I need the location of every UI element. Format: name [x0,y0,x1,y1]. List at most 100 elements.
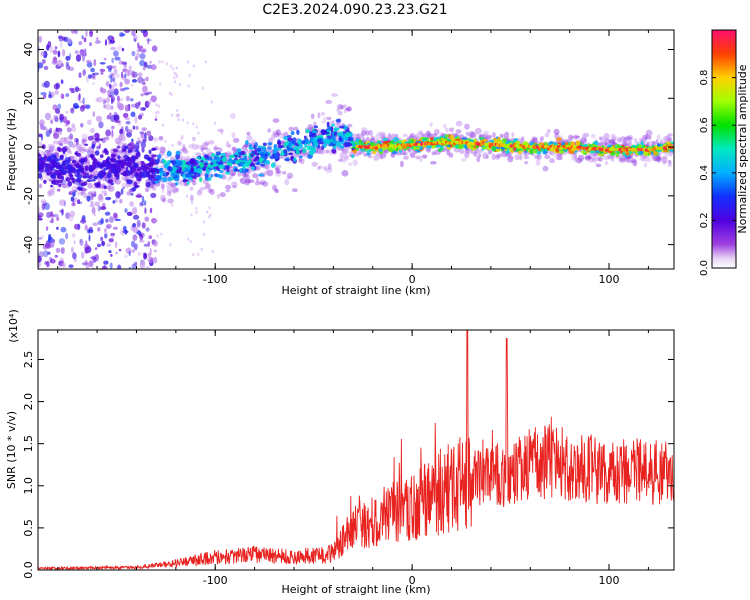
spectrogram-cell [214,173,218,177]
y-tick-label: -40 [22,236,35,254]
spectrogram-cell [172,191,176,195]
spectrogram-cell [170,182,177,188]
spectrogram-cell [65,111,69,114]
spectrogram-cell [637,144,643,149]
spectrogram-cell [255,156,259,160]
spectrogram-cell [216,156,222,162]
spectrogram-cell [131,79,138,83]
spectrogram-cell [662,155,668,160]
spectrogram-cell [267,146,272,150]
spectrogram-cell [85,172,90,176]
spectrogram-cell [140,107,147,111]
spectrogram-cell [155,159,159,164]
spectrogram-cell [68,173,73,177]
spectrogram-cell [53,116,57,121]
spectrogram-cell [111,233,115,239]
spectrogram-cell [455,120,463,127]
spectrogram-cell [161,60,164,64]
spectrogram-cell [63,200,66,207]
spectrogram-cell [379,153,383,160]
spectrogram-cell [141,147,145,153]
spectrogram-cell [267,128,272,133]
spectrogram-cell [90,256,97,260]
spectrogram-cell [382,148,386,151]
colorbar-tick-label: 0.0 [699,260,710,276]
spectrogram-cell [246,175,250,179]
spectrogram-cell [284,158,291,162]
spectrogram-cell [82,192,88,199]
spectrogram-cell [148,98,152,105]
spectrogram-cell [43,65,49,70]
spectrogram-cell [81,133,88,141]
spectrogram-cell [241,145,248,151]
spectrogram-cell [288,126,295,131]
spectrogram-cell [105,136,110,141]
spectrogram-cell [110,232,115,237]
spectrogram-cell [323,166,328,171]
spectrogram-cell [54,90,59,95]
spectrogram-cell [78,41,83,46]
spectrogram-cell [148,135,154,142]
spectrogram-cell [95,115,102,122]
spectrogram-cell [38,161,41,165]
spectrogram-cell [144,166,150,170]
spectrogram-cell [78,147,82,154]
spectrogram-cell [630,158,637,164]
spectrogram-cell [182,144,186,150]
spectrogram-cell [157,147,164,151]
spectrogram-cell [103,171,106,176]
spectrogram-cell [610,155,615,162]
spectrogram-cell [78,201,83,205]
spectrogram-cell [181,166,185,171]
spectrogram-cell [132,234,138,242]
spectrogram-cell [131,30,136,37]
spectrogram-cell [342,124,348,131]
spectrogram-cell [536,153,542,160]
spectrogram-cell [662,160,667,165]
spectrogram-cell [275,189,280,194]
spectrogram-cell [56,226,59,230]
spectrogram-cell [339,125,345,129]
spectrogram-cell [59,143,63,146]
spectrogram-cell [112,164,116,168]
spectrogram-cell [343,104,347,108]
spectrogram-cell [591,154,596,162]
spectrogram-cell [136,136,141,145]
spectrogram-cell [147,101,151,107]
spectrogram-cell [152,240,158,247]
spectrogram-cell [624,135,631,143]
spectrogram-cell [137,76,144,84]
spectrogram-cell [131,146,137,151]
spectrogram-cell [291,140,296,144]
spectrogram-cell [575,140,581,147]
spectrogram-cell [61,49,66,57]
spectrogram-cell [143,243,149,247]
spectrogram-cell [313,125,318,129]
spectrogram-cell [356,133,362,138]
spectrogram-cell [177,117,180,122]
spectrogram-cell [195,206,198,211]
spectrogram-cell [571,157,577,161]
spectrogram-cell [549,158,555,164]
spectrogram-cell [351,154,355,159]
spectrogram-cell [185,194,189,198]
spectrogram-cell [144,207,147,215]
spectrogram-cell [340,105,345,110]
spectrogram-cell [47,156,50,162]
spectrogram-cell [130,192,134,196]
spectrogram-cell [598,136,603,141]
spectrogram-cell [80,146,85,154]
spectrogram-cell [59,154,64,159]
spectrogram-cell [370,134,375,140]
spectrogram-cell [316,147,323,155]
spectrogram-cell [126,131,132,138]
spectrogram-cell [556,152,563,158]
spectrogram-cell [619,136,627,143]
spectrogram-cell [75,138,79,146]
spectrogram-cell [68,191,73,196]
spectrogram-cell [433,128,440,136]
spectrogram-cell [136,52,140,59]
spectrogram-cell [82,54,85,62]
spectrogram-cell [123,73,127,79]
spectrogram-cell [291,188,298,193]
